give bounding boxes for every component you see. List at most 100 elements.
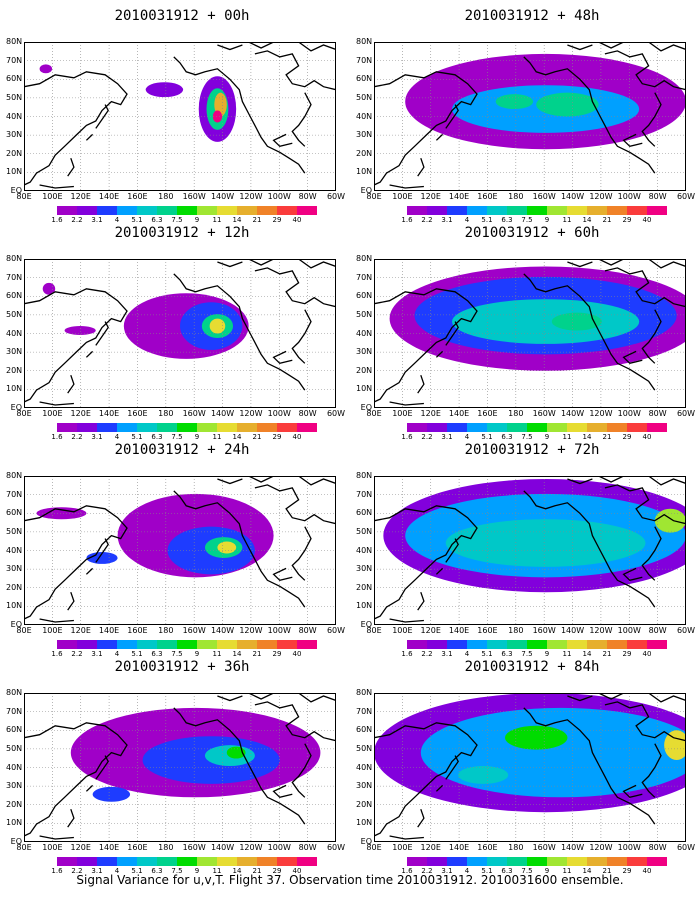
coastline [622, 784, 643, 799]
colorbar-swatch [257, 423, 277, 432]
longitude-label: 100W [267, 192, 291, 201]
colorbar-label: 1.6 [51, 216, 63, 224]
colorbar-label: 4 [114, 650, 120, 658]
colorbar-label: 5.1 [131, 867, 143, 875]
colorbar-swatch [407, 640, 427, 649]
latitude-label: 30N [6, 781, 23, 791]
colorbar-swatch [407, 206, 427, 215]
colorbar-swatch [197, 423, 217, 432]
longitude-label: 160E [127, 626, 148, 635]
latitude-label: 70N [356, 272, 373, 282]
longitude-label: 80E [366, 843, 382, 852]
latitude-label: 40N [356, 545, 373, 555]
colorbar [57, 423, 317, 432]
colorbar-swatch [627, 640, 647, 649]
coastline [85, 104, 109, 141]
colorbar-swatch [77, 640, 97, 649]
colorbar-label: 3.1 [441, 650, 453, 658]
latitude-label: 80N [356, 254, 373, 263]
map-frame [374, 476, 686, 625]
coastline [604, 701, 686, 742]
latitude-label: 20N [356, 365, 373, 375]
colorbar [57, 857, 317, 866]
colorbar-swatch [217, 423, 237, 432]
coastline [374, 288, 478, 403]
colorbar-swatch [487, 857, 507, 866]
coastline [622, 133, 643, 148]
colorbar-label: 6.3 [151, 867, 163, 875]
longitude-label: 180 [158, 843, 174, 852]
colorbar-label: 1.6 [401, 867, 413, 875]
longitude-label: 100W [617, 843, 641, 852]
colorbar-label: 5.1 [131, 650, 143, 658]
map-panel: 2010031912 + 60h 80N 70N 60N 50N 40N 30N 20N 10N… [356, 225, 700, 441]
coastline [641, 526, 662, 581]
colorbar-label: 3.1 [91, 867, 103, 875]
variance-contour [212, 110, 223, 123]
longitude-label: 140W [560, 843, 585, 852]
latitude-label: 40N [356, 111, 373, 121]
latitude-label: 20N [6, 799, 23, 809]
colorbar-label: 11 [562, 867, 572, 875]
colorbar-swatch [427, 857, 447, 866]
longitude-label: 80W [648, 626, 667, 635]
colorbar-swatch [57, 640, 77, 649]
longitude-label: 80W [298, 192, 317, 201]
longitude-label: 180 [508, 626, 524, 635]
colorbar-label: 2.2 [71, 433, 83, 441]
colorbar-swatch [177, 857, 197, 866]
coastline [24, 71, 128, 186]
colorbar-swatch [297, 206, 317, 215]
colorbar-label: 11 [212, 867, 222, 875]
colorbar-swatch [427, 423, 447, 432]
variance-contour [536, 92, 599, 117]
colorbar-label: 40 [292, 650, 302, 658]
coastline [523, 273, 656, 391]
coastline [39, 157, 75, 189]
colorbar-swatch [587, 206, 607, 215]
colorbar-label: 14 [232, 433, 242, 441]
coastline [85, 755, 109, 792]
colorbar-label: 4 [114, 216, 120, 224]
colorbar-label: 6.3 [501, 867, 513, 875]
longitude-label: 140E [98, 192, 120, 201]
colorbar-label: 11 [562, 433, 572, 441]
colorbar-swatch [647, 640, 667, 649]
colorbar-swatch [407, 423, 427, 432]
panel-title: 2010031912 + 72h [464, 442, 600, 458]
latitude-label: 80N [6, 471, 23, 480]
longitude-label: 120E [70, 626, 91, 635]
longitude-label: 60W [676, 626, 696, 635]
coastline [291, 526, 312, 581]
colorbar-swatch [137, 857, 157, 866]
colorbar-swatch [177, 206, 197, 215]
colorbar-label: 4 [464, 650, 470, 658]
longitude-label: 100E [392, 192, 413, 201]
longitude-label: 180 [158, 192, 174, 201]
longitude-label: 180 [508, 409, 524, 418]
coastline [217, 478, 243, 485]
longitude-label: 60W [326, 626, 346, 635]
longitude-label: 120E [70, 843, 91, 852]
longitude-label: 140W [210, 843, 235, 852]
colorbar-swatch [647, 423, 667, 432]
colorbar-label: 4 [114, 867, 120, 875]
colorbar-swatch [607, 206, 627, 215]
coastline [389, 808, 425, 840]
colorbar-swatch [257, 640, 277, 649]
longitude-label: 100W [267, 626, 291, 635]
map-frame [374, 259, 686, 408]
coastline [435, 104, 459, 141]
latitude-label: 60N [356, 291, 373, 301]
latitude-label: 30N [356, 564, 373, 574]
colorbar-label: 14 [232, 650, 242, 658]
colorbar-label: 3.1 [441, 216, 453, 224]
colorbar-label: 3.1 [91, 216, 103, 224]
coastline [39, 374, 75, 406]
colorbar-label: 3.1 [91, 433, 103, 441]
latitude-label: 10N [6, 384, 23, 394]
coastline [598, 693, 686, 703]
coastline [291, 309, 312, 364]
coastline [272, 350, 293, 365]
latitude-label: 50N [6, 743, 23, 753]
